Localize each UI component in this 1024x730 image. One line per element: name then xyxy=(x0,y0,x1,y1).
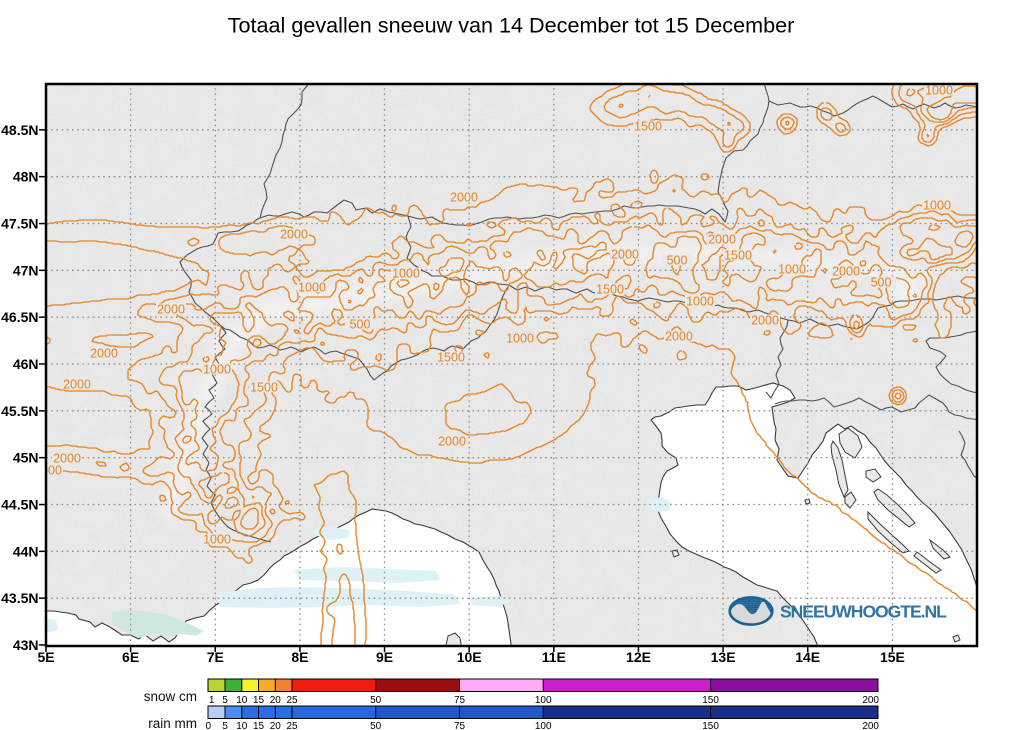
svg-text:2000: 2000 xyxy=(53,452,81,466)
svg-text:2000: 2000 xyxy=(438,435,466,449)
svg-text:15: 15 xyxy=(253,695,265,706)
svg-text:47N: 47N xyxy=(13,262,39,278)
svg-text:2000: 2000 xyxy=(665,330,693,344)
svg-text:1000: 1000 xyxy=(923,199,951,213)
svg-text:2000: 2000 xyxy=(611,248,639,262)
svg-text:2000: 2000 xyxy=(63,378,91,392)
svg-text:2000: 2000 xyxy=(157,303,185,317)
svg-text:15: 15 xyxy=(253,721,265,730)
svg-text:150: 150 xyxy=(702,721,719,730)
svg-text:75: 75 xyxy=(454,721,466,730)
svg-text:1500: 1500 xyxy=(596,283,624,297)
svg-text:5E: 5E xyxy=(37,649,54,665)
svg-text:25: 25 xyxy=(286,721,298,730)
svg-text:1500: 1500 xyxy=(437,351,465,365)
svg-text:500: 500 xyxy=(350,318,371,332)
svg-text:10: 10 xyxy=(236,695,248,706)
svg-text:45N: 45N xyxy=(13,450,39,466)
svg-text:2000: 2000 xyxy=(280,228,308,242)
svg-text:8E: 8E xyxy=(291,649,308,665)
svg-text:46N: 46N xyxy=(13,356,39,372)
svg-text:13E: 13E xyxy=(711,649,736,665)
svg-text:500: 500 xyxy=(667,254,688,268)
svg-text:43.5N: 43.5N xyxy=(1,590,38,606)
svg-text:20: 20 xyxy=(270,695,282,706)
svg-text:10: 10 xyxy=(236,721,248,730)
svg-text:2000: 2000 xyxy=(751,314,779,328)
svg-text:1000: 1000 xyxy=(203,533,231,547)
svg-text:50: 50 xyxy=(370,721,382,730)
svg-text:2000: 2000 xyxy=(34,464,62,478)
svg-text:45.5N: 45.5N xyxy=(1,403,38,419)
svg-text:200: 200 xyxy=(862,695,879,706)
svg-text:snow cm: snow cm xyxy=(144,689,197,704)
svg-text:1000: 1000 xyxy=(203,363,231,377)
svg-text:11E: 11E xyxy=(542,649,566,665)
svg-text:1000: 1000 xyxy=(778,263,806,277)
svg-text:200: 200 xyxy=(862,721,879,730)
svg-text:1500: 1500 xyxy=(250,381,278,395)
svg-text:100: 100 xyxy=(535,695,552,706)
svg-text:500: 500 xyxy=(871,276,892,290)
svg-text:2000: 2000 xyxy=(708,233,736,247)
svg-text:1000: 1000 xyxy=(506,332,534,346)
svg-text:1000: 1000 xyxy=(298,281,326,295)
svg-text:46.5N: 46.5N xyxy=(1,309,38,325)
svg-text:5: 5 xyxy=(222,721,228,730)
svg-text:2000: 2000 xyxy=(450,191,478,205)
svg-text:75: 75 xyxy=(454,695,466,706)
svg-text:Totaal gevallen sneeuw van 14: Totaal gevallen sneeuw van 14 December t… xyxy=(228,13,795,38)
svg-text:14E: 14E xyxy=(795,649,820,665)
svg-text:5: 5 xyxy=(222,695,228,706)
svg-text:43N: 43N xyxy=(13,637,39,653)
svg-text:2000: 2000 xyxy=(90,347,118,361)
svg-text:20: 20 xyxy=(270,721,282,730)
svg-text:1000: 1000 xyxy=(686,295,714,309)
svg-text:10E: 10E xyxy=(457,649,482,665)
svg-text:SNEEUWHOOGTE.NL: SNEEUWHOOGTE.NL xyxy=(780,602,947,622)
svg-text:1000: 1000 xyxy=(392,267,420,281)
svg-text:44.5N: 44.5N xyxy=(1,497,38,513)
svg-text:48.5N: 48.5N xyxy=(1,122,38,138)
svg-text:47.5N: 47.5N xyxy=(1,216,38,232)
svg-text:100: 100 xyxy=(535,721,552,730)
svg-text:25: 25 xyxy=(286,695,298,706)
svg-text:rain mm: rain mm xyxy=(148,716,197,730)
svg-text:2000: 2000 xyxy=(832,265,860,279)
svg-text:7E: 7E xyxy=(207,649,224,665)
svg-text:15E: 15E xyxy=(880,649,905,665)
svg-text:50: 50 xyxy=(370,695,382,706)
svg-text:1500: 1500 xyxy=(634,120,662,134)
svg-text:12E: 12E xyxy=(626,649,651,665)
svg-text:0: 0 xyxy=(206,721,212,730)
svg-text:1500: 1500 xyxy=(724,249,752,263)
svg-text:1: 1 xyxy=(209,695,215,706)
svg-text:1000: 1000 xyxy=(925,84,953,98)
svg-text:9E: 9E xyxy=(376,649,393,665)
svg-text:44N: 44N xyxy=(13,543,39,559)
svg-text:150: 150 xyxy=(702,695,719,706)
svg-text:6E: 6E xyxy=(122,649,139,665)
svg-text:48N: 48N xyxy=(13,169,39,185)
